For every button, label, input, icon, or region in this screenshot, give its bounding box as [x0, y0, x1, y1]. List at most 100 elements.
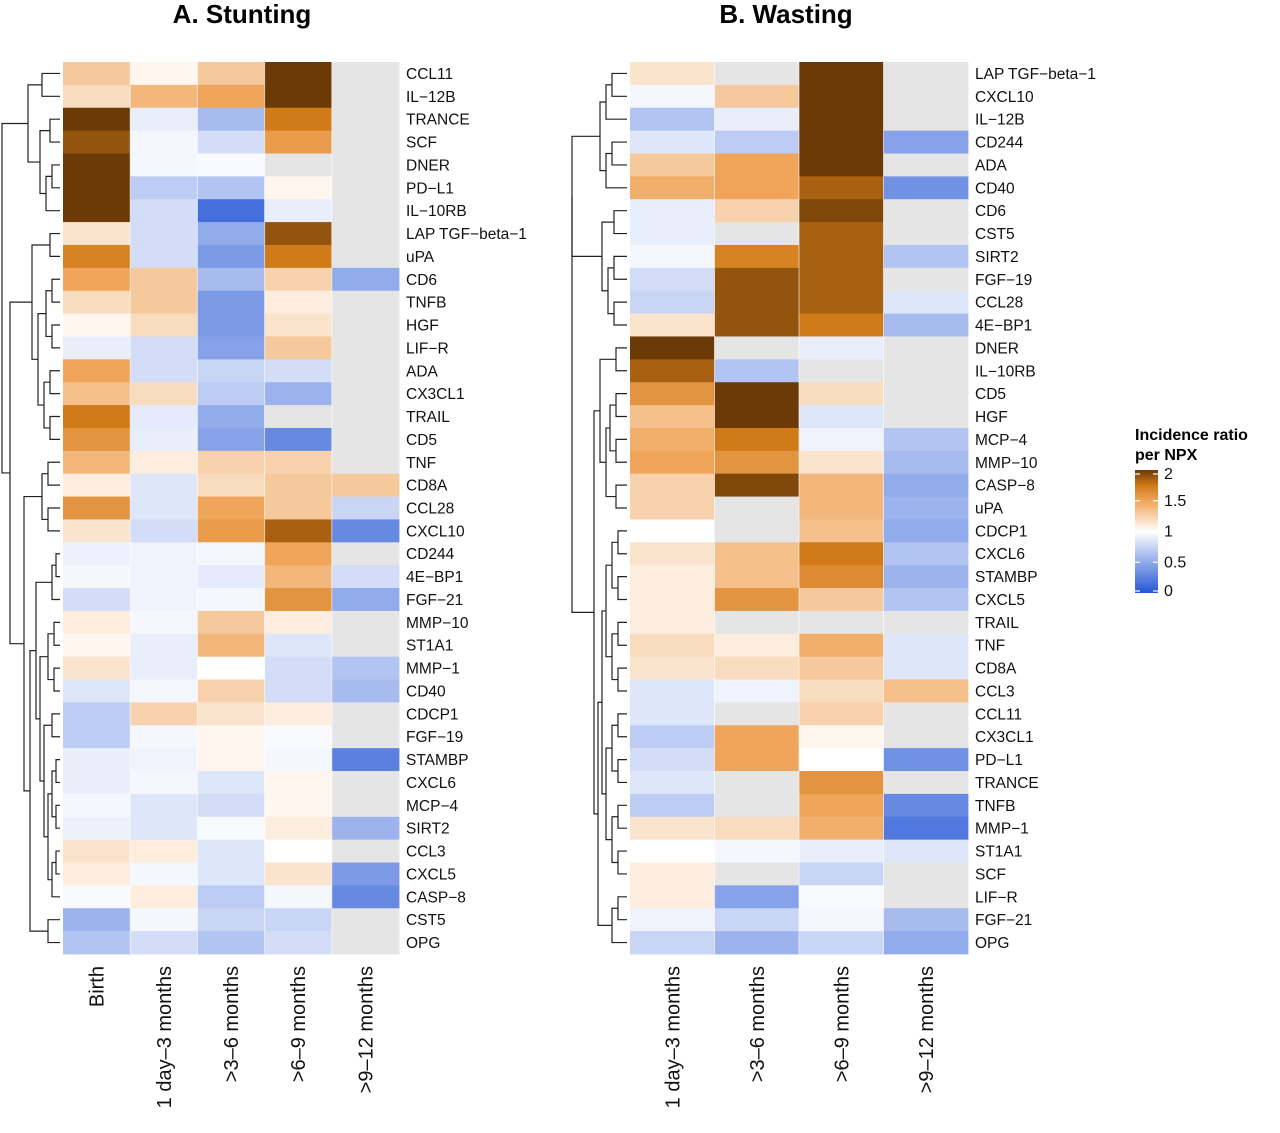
heatmap-cell	[331, 153, 400, 177]
heatmap-cell	[130, 84, 198, 109]
dendrogram-branch	[49, 415, 60, 440]
heatmap-cell	[63, 679, 131, 703]
heatmap-cell	[130, 588, 198, 612]
heatmap-cell	[714, 588, 800, 612]
heatmap-cell	[883, 633, 969, 658]
heatmap-cell	[630, 588, 715, 612]
column-label: >3–6 months	[747, 966, 769, 1082]
dendrogram-branch	[1, 122, 28, 474]
heatmap-cell	[63, 793, 131, 818]
heatmap-cell	[714, 496, 800, 520]
row-label: LAP TGF−beta−1	[975, 66, 1096, 83]
heatmap-cell	[630, 908, 715, 932]
heatmap-cell	[630, 679, 715, 703]
heatmap-cell	[63, 267, 131, 292]
heatmap-cell	[197, 313, 265, 337]
heatmap-cell	[63, 816, 131, 841]
heatmap-cell	[630, 496, 715, 520]
heatmap-cell	[799, 588, 884, 612]
heatmap-cell	[883, 816, 969, 841]
heatmap-cell	[197, 405, 265, 429]
row-label: uPA	[975, 501, 1004, 518]
heatmap-cell	[630, 450, 715, 475]
heatmap-cell	[63, 336, 131, 360]
heatmap-cell	[883, 359, 969, 383]
heatmap-cell	[799, 565, 884, 589]
row-label: TRANCE	[406, 112, 470, 129]
heatmap-cell	[130, 931, 198, 955]
heatmap-cell	[630, 565, 715, 589]
heatmap-cell	[197, 130, 265, 154]
heatmap-cell	[331, 222, 400, 246]
heatmap-cell	[264, 153, 333, 177]
dendrogram-branch	[9, 301, 32, 645]
dendrogram-branch	[35, 581, 52, 720]
heatmap-cell	[197, 267, 265, 292]
heatmap-cell	[63, 405, 131, 429]
heatmap-cell	[264, 816, 333, 841]
heatmap-cell	[331, 473, 400, 497]
heatmap-cell	[883, 725, 969, 749]
heatmap-cell	[264, 542, 333, 566]
color-legend: Incidence ratio per NPX 2 1.5 1 0.5 0	[1135, 427, 1248, 600]
dendrogram-branch	[617, 758, 627, 784]
dendrogram-branch	[571, 135, 602, 258]
dendrogram-branch	[611, 72, 627, 97]
heatmap-cell	[883, 862, 969, 886]
heatmap-cell	[799, 244, 884, 269]
heatmap-cell	[197, 176, 265, 200]
legend-title-line1: Incidence ratio	[1135, 427, 1248, 444]
row-label: LIF−R	[406, 340, 449, 357]
heatmap-cell	[714, 839, 800, 863]
heatmap-cell	[799, 450, 884, 475]
row-label: STAMBP	[975, 569, 1038, 586]
heatmap-cell	[331, 84, 400, 109]
legend-tick-label: 0	[1164, 583, 1173, 600]
heatmap-cell	[714, 267, 800, 292]
heatmap-cell	[883, 793, 969, 818]
heatmap-cell	[714, 610, 800, 635]
dendrogram-branch	[605, 427, 616, 498]
heatmap-cell	[130, 908, 198, 932]
heatmap-cell	[630, 222, 715, 246]
heatmap-cell	[630, 748, 715, 772]
heatmap-cell	[799, 427, 884, 452]
heatmap-cell	[63, 885, 131, 909]
heatmap-cell	[883, 839, 969, 863]
dendrogram-branch	[55, 850, 60, 875]
heatmap-cell	[883, 405, 969, 429]
row-label: FGF−19	[406, 729, 463, 746]
heatmap-cell	[63, 610, 131, 635]
heatmap-cell	[799, 816, 884, 841]
heatmap-cell	[883, 427, 969, 452]
row-label: CD244	[406, 546, 455, 563]
dendrogram-branch	[37, 312, 46, 406]
dendrogram-branch	[51, 278, 60, 303]
row-label: ADA	[975, 157, 1008, 174]
heatmap-cell	[130, 244, 198, 269]
heatmap-cell	[63, 565, 131, 589]
row-label: FGF−21	[975, 912, 1032, 929]
heatmap-cell	[714, 793, 800, 818]
heatmap-cell	[630, 542, 715, 566]
dendrogram-branch	[615, 484, 627, 509]
column-label: >3–6 months	[221, 966, 243, 1082]
row-label: PD−L1	[406, 180, 454, 197]
heatmap-cell	[883, 290, 969, 314]
row-label: SIRT2	[975, 249, 1019, 266]
dendrogram-branch	[599, 358, 616, 463]
heatmap-cell	[63, 931, 131, 955]
row-label: CCL11	[975, 706, 1022, 723]
panel-b-row-labels: LAP TGF−beta−1 CXCL10 IL−12B CD244 ADA CD40 CD…	[975, 66, 1096, 952]
heatmap-cell	[63, 84, 131, 109]
heatmap-cell	[714, 405, 800, 429]
heatmap-cell	[130, 153, 198, 177]
heatmap-cell	[63, 519, 131, 543]
heatmap-cell	[197, 359, 265, 383]
row-label: 4E−BP1	[975, 318, 1032, 335]
heatmap-cell	[331, 450, 400, 475]
heatmap-cell	[197, 336, 265, 360]
heatmap-cell	[799, 496, 884, 520]
dendrogram-branch	[599, 101, 606, 172]
heatmap-cell	[197, 496, 265, 520]
